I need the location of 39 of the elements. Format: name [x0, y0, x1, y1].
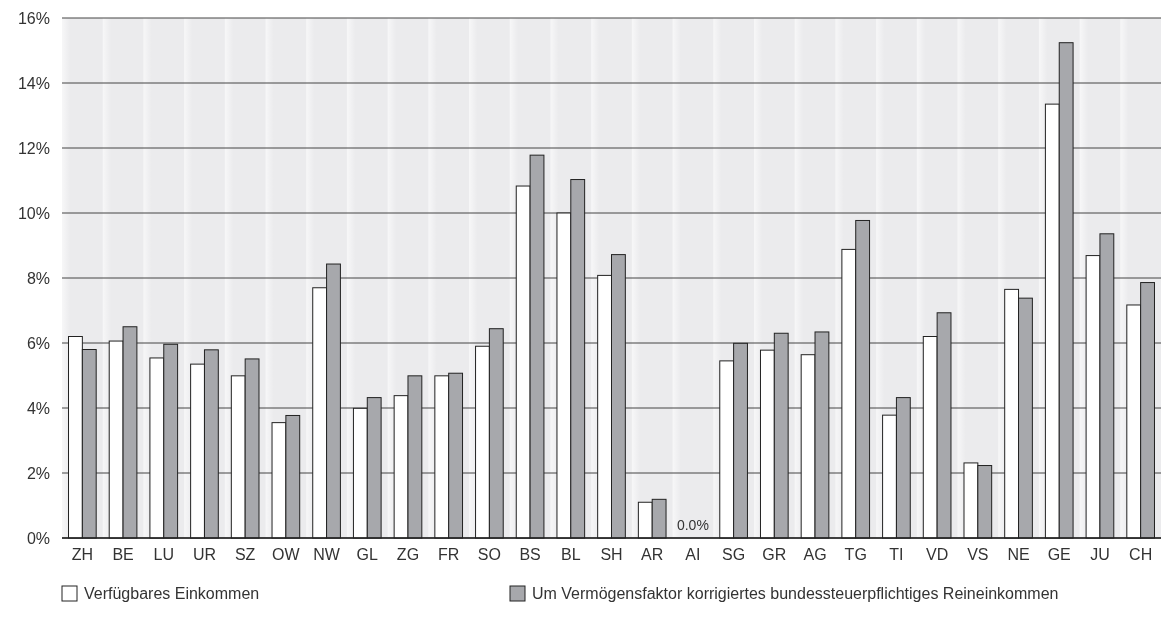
x-tick-label: SO [477, 546, 501, 563]
legend-label: Um Vermögensfaktor korrigiertes bundessteuerpflichtiges Reineinkommen [532, 585, 1059, 602]
x-tick-label: CH [1129, 546, 1153, 563]
legend-label: Verfügbares Einkommen [84, 585, 260, 602]
x-tick-label: UR [192, 546, 217, 563]
x-tick-label: TI [889, 546, 904, 563]
y-tick-label: 2% [26, 464, 50, 482]
x-tick-label: AR [641, 546, 664, 563]
y-tick-label: 4% [26, 399, 50, 417]
x-tick-label: VS [967, 546, 989, 563]
x-tick-label: TG [844, 546, 867, 563]
x-tick-label: SZ [234, 546, 256, 563]
x-tick-label: SH [600, 546, 623, 563]
x-tick-label: OW [272, 546, 301, 563]
x-tick-label: VD [926, 546, 949, 563]
y-tick-label: 8% [26, 269, 50, 287]
y-tick-label: 6% [26, 334, 50, 352]
x-tick-label: AI [685, 546, 701, 563]
x-tick-label: LU [153, 546, 174, 563]
x-tick-label: GR [762, 546, 787, 563]
x-tick-label: AG [803, 546, 827, 563]
x-tick-label: FR [438, 546, 460, 563]
y-tick-label: 16% [17, 9, 50, 27]
x-tick-label: BE [112, 546, 134, 563]
y-tick-label: 10% [17, 204, 50, 222]
x-tick-label: JU [1090, 546, 1110, 563]
y-tick-label: 14% [17, 74, 50, 92]
y-tick-label: 12% [17, 139, 50, 157]
x-tick-label: GL [356, 546, 379, 563]
x-tick-label: ZH [71, 546, 94, 563]
y-tick-label: 0% [26, 529, 50, 547]
x-tick-label: BS [519, 546, 541, 563]
x-tick-label: ZG [396, 546, 420, 563]
x-tick-label: NW [313, 546, 341, 563]
annotation: 0.0% [676, 517, 709, 533]
x-tick-label: NE [1007, 546, 1030, 563]
x-tick-label: BL [561, 546, 581, 563]
x-tick-label: GE [1047, 546, 1071, 563]
x-tick-label: SG [722, 546, 746, 563]
